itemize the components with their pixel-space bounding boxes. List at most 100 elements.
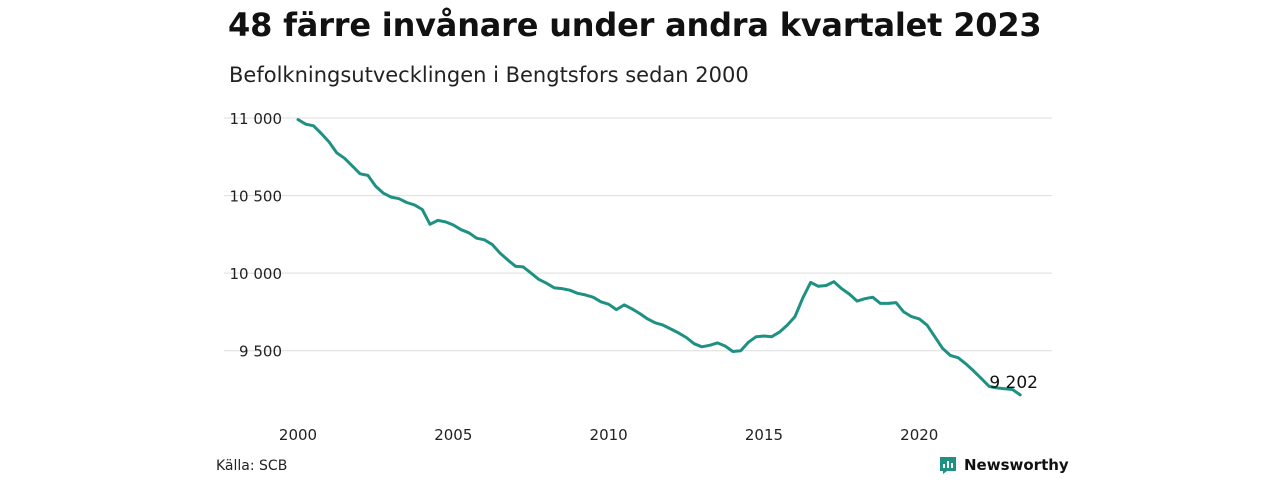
data-point bbox=[421, 208, 424, 211]
y-tick-label: 11 000 bbox=[230, 110, 283, 128]
data-point bbox=[956, 356, 960, 359]
data-point bbox=[343, 157, 346, 160]
data-point bbox=[863, 297, 867, 300]
data-point bbox=[553, 286, 556, 290]
data-point bbox=[467, 231, 471, 234]
data-point bbox=[918, 317, 921, 321]
data-point bbox=[661, 323, 665, 327]
data-point bbox=[1011, 388, 1014, 391]
data-point bbox=[522, 265, 525, 269]
data-point bbox=[654, 321, 657, 324]
data-point bbox=[304, 123, 307, 126]
data-point bbox=[560, 287, 564, 290]
data-point bbox=[514, 265, 517, 268]
data-point bbox=[1019, 393, 1022, 397]
data-point bbox=[685, 336, 688, 339]
y-tick-label: 10 500 bbox=[230, 188, 283, 206]
data-point bbox=[615, 308, 618, 311]
series-line-0 bbox=[296, 118, 1022, 397]
data-point bbox=[925, 323, 929, 327]
data-point bbox=[894, 301, 898, 304]
x-tick-label: 2010 bbox=[590, 426, 628, 444]
x-axis-ticks: 2000 2005 2010 2015 2020 bbox=[279, 426, 938, 444]
data-labels: 9 202 bbox=[989, 373, 1038, 393]
data-point bbox=[335, 151, 338, 155]
x-tick-label: 2005 bbox=[434, 426, 472, 444]
data-point bbox=[630, 307, 634, 310]
data-point bbox=[723, 344, 727, 348]
data-point bbox=[949, 354, 952, 357]
brand-logo[interactable]: Newsworthy bbox=[938, 455, 1069, 475]
data-point bbox=[366, 174, 370, 177]
data-point bbox=[591, 296, 595, 299]
gridlines bbox=[224, 117, 1052, 352]
data-point bbox=[941, 347, 944, 350]
data-point bbox=[529, 271, 533, 275]
data-point bbox=[910, 315, 913, 318]
data-point bbox=[452, 223, 455, 227]
data-point bbox=[646, 317, 649, 321]
data-point bbox=[327, 140, 331, 144]
data-point bbox=[397, 197, 401, 200]
data-point bbox=[964, 362, 968, 366]
x-tick-label: 2015 bbox=[745, 426, 783, 444]
data-point bbox=[848, 292, 851, 296]
data-point bbox=[755, 335, 758, 338]
data-point bbox=[599, 300, 603, 303]
data-point bbox=[770, 335, 773, 338]
data-point bbox=[576, 292, 579, 295]
data-point bbox=[483, 238, 486, 241]
data-point bbox=[887, 302, 890, 305]
data-point bbox=[351, 164, 354, 168]
data-point bbox=[972, 369, 975, 373]
data-point bbox=[413, 203, 416, 207]
data-point bbox=[568, 289, 571, 292]
data-point bbox=[459, 228, 463, 231]
data-point bbox=[623, 303, 626, 307]
data-point bbox=[584, 293, 587, 297]
data-point bbox=[778, 330, 781, 334]
data-point bbox=[933, 335, 936, 338]
source-note: Källa: SCB bbox=[216, 458, 288, 474]
data-point bbox=[490, 243, 494, 246]
x-tick-label: 2020 bbox=[900, 426, 938, 444]
chart-subtitle: Befolkningsutvecklingen i Bengtsfors sed… bbox=[229, 63, 749, 87]
data-point bbox=[817, 285, 820, 288]
data-point bbox=[390, 195, 393, 199]
data-point bbox=[832, 280, 836, 283]
data-point bbox=[871, 296, 874, 299]
data-point bbox=[475, 237, 478, 240]
data-point bbox=[382, 192, 385, 195]
end-value-label: 9 202 bbox=[989, 373, 1038, 393]
data-point bbox=[692, 342, 696, 345]
data-point bbox=[824, 284, 828, 287]
data-point bbox=[739, 349, 742, 352]
data-point bbox=[801, 296, 804, 300]
data-point bbox=[506, 258, 509, 262]
data-point bbox=[498, 251, 502, 255]
data-point bbox=[840, 287, 843, 290]
y-tick-label: 10 000 bbox=[230, 265, 283, 283]
data-point bbox=[855, 299, 859, 303]
data-point bbox=[545, 282, 548, 285]
data-point bbox=[995, 386, 999, 390]
series-layer bbox=[296, 118, 1022, 397]
data-point bbox=[731, 350, 735, 353]
data-point bbox=[793, 315, 797, 318]
data-point bbox=[809, 281, 812, 284]
y-tick-label: 9 500 bbox=[239, 343, 282, 361]
data-point bbox=[296, 118, 300, 121]
data-point bbox=[708, 344, 711, 347]
data-point bbox=[902, 310, 905, 314]
data-point bbox=[747, 341, 750, 344]
data-point bbox=[320, 132, 323, 135]
data-point bbox=[358, 172, 362, 175]
data-point bbox=[786, 323, 789, 327]
data-point bbox=[879, 302, 882, 305]
data-point bbox=[988, 385, 991, 388]
x-tick-label: 2000 bbox=[279, 426, 317, 444]
data-point bbox=[405, 201, 408, 204]
data-point bbox=[428, 223, 432, 226]
data-point bbox=[700, 345, 703, 348]
